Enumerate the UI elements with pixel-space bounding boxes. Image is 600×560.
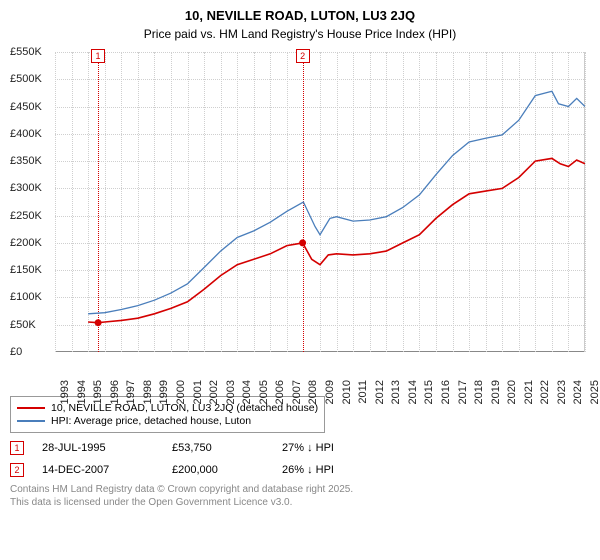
series-line-price_paid: [88, 158, 585, 322]
chart-title: 10, NEVILLE ROAD, LUTON, LU3 2JQ: [10, 8, 590, 23]
x-tick-label: 2015: [423, 380, 435, 404]
x-tick-label: 1999: [158, 380, 170, 404]
x-tick-label: 2002: [208, 380, 220, 404]
x-tick-label: 2020: [506, 380, 518, 404]
x-tick-label: 1996: [109, 380, 121, 404]
legend-item: HPI: Average price, detached house, Luto…: [17, 415, 318, 427]
x-tick-label: 2007: [291, 380, 303, 404]
x-tick-label: 2017: [457, 380, 469, 404]
y-tick-label: £500K: [10, 73, 42, 85]
chart-container: 10, NEVILLE ROAD, LUTON, LU3 2JQ Price p…: [0, 0, 600, 515]
sale-date: 14-DEC-2007: [42, 464, 172, 476]
footnote-line-1: Contains HM Land Registry data © Crown c…: [10, 483, 590, 496]
x-tick-label: 2000: [175, 380, 187, 404]
x-tick-label: 2023: [556, 380, 568, 404]
chart-area: 12 £0 £50K £100K £150K £200K £250K £300K £350K £…: [10, 47, 590, 392]
x-tick-label: 2009: [324, 380, 336, 404]
x-tick-label: 2018: [473, 380, 485, 404]
sales-list: 1 28-JUL-1995£53,75027% ↓ HPI 2 14-DEC-2007…: [10, 441, 590, 477]
series-svg: [55, 52, 585, 352]
gridline-v: [585, 52, 586, 352]
y-tick-label: £400K: [10, 128, 42, 140]
y-tick-label: £300K: [10, 182, 42, 194]
x-tick-label: 1997: [125, 380, 137, 404]
x-tick-label: 2019: [490, 380, 502, 404]
y-tick-label: £350K: [10, 155, 42, 167]
x-tick-label: 1995: [92, 380, 104, 404]
y-tick-label: £50K: [10, 319, 36, 331]
sale-point: [299, 239, 306, 246]
footnote-line-2: This data is licensed under the Open Gov…: [10, 496, 590, 509]
x-tick-label: 1998: [142, 380, 154, 404]
y-tick-label: £550K: [10, 46, 42, 58]
series-line-hpi: [88, 91, 585, 313]
sale-date: 28-JUL-1995: [42, 442, 172, 454]
sale-pct: 26% ↓ HPI: [282, 464, 402, 476]
x-tick-label: 2022: [539, 380, 551, 404]
legend-swatch: [17, 420, 45, 422]
sale-row: 1 28-JUL-1995£53,75027% ↓ HPI: [10, 441, 590, 455]
plot-area: 12: [55, 52, 585, 352]
y-tick-label: £150K: [10, 264, 42, 276]
chart-subtitle: Price paid vs. HM Land Registry's House …: [10, 27, 590, 41]
sale-pct: 27% ↓ HPI: [282, 442, 402, 454]
sale-price: £53,750: [172, 442, 282, 454]
x-tick-label: 2025: [589, 380, 600, 404]
y-tick-label: £100K: [10, 291, 42, 303]
y-tick-label: £450K: [10, 101, 42, 113]
x-tick-label: 2001: [192, 380, 204, 404]
legend-swatch: [17, 407, 45, 409]
sale-price: £200,000: [172, 464, 282, 476]
x-tick-label: 2004: [241, 380, 253, 404]
sale-marker-box: 2: [10, 463, 24, 477]
x-tick-label: 2006: [274, 380, 286, 404]
x-tick-label: 2010: [341, 380, 353, 404]
sale-marker-box: 1: [10, 441, 24, 455]
x-tick-label: 2021: [523, 380, 535, 404]
x-tick-label: 1993: [59, 380, 71, 404]
x-tick-label: 2011: [357, 380, 369, 404]
footnote: Contains HM Land Registry data © Crown c…: [10, 483, 590, 509]
y-tick-label: £0: [10, 346, 22, 358]
y-tick-label: £250K: [10, 210, 42, 222]
x-tick-label: 2012: [374, 380, 386, 404]
x-tick-label: 2005: [258, 380, 270, 404]
x-tick-label: 2013: [390, 380, 402, 404]
sale-point: [95, 319, 102, 326]
x-tick-label: 2008: [307, 380, 319, 404]
x-tick-label: 2014: [407, 380, 419, 404]
y-tick-label: £200K: [10, 237, 42, 249]
legend-label: HPI: Average price, detached house, Luto…: [51, 415, 251, 427]
x-tick-label: 1994: [76, 380, 88, 404]
x-tick-label: 2024: [572, 380, 584, 404]
x-tick-label: 2016: [440, 380, 452, 404]
x-tick-label: 2003: [225, 380, 237, 404]
sale-row: 2 14-DEC-2007£200,00026% ↓ HPI: [10, 463, 590, 477]
